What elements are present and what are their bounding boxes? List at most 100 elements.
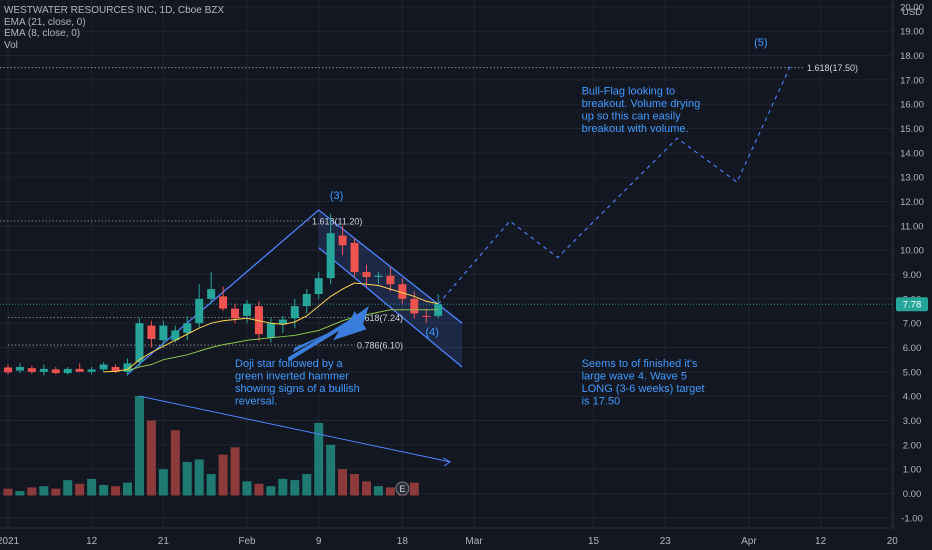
volume-bar <box>75 483 85 496</box>
candle-body <box>51 369 60 374</box>
candle-body <box>171 330 180 341</box>
volume-bar <box>290 480 300 496</box>
candle-body <box>314 278 323 294</box>
fib-level-label: 0.618(7.24) <box>357 313 403 323</box>
volume-bar <box>254 483 264 496</box>
volume-bar <box>146 420 156 496</box>
price-tick-label: 11.00 <box>900 221 923 232</box>
candle-body <box>147 325 156 339</box>
candle-body <box>195 298 204 324</box>
candle-body <box>4 367 12 373</box>
candle-body <box>302 293 311 307</box>
volume-bar <box>230 447 240 496</box>
flag-lower-line <box>318 247 463 368</box>
candle-body <box>266 323 275 338</box>
candle-body <box>386 275 395 285</box>
callout-arrowhead <box>346 306 369 332</box>
annotation-text: breakout with volume. <box>582 123 689 135</box>
candle-body <box>87 369 96 372</box>
volume-bar <box>15 491 25 496</box>
price-tick-label: 5.00 <box>903 367 922 378</box>
price-tick-label: 12.00 <box>900 197 924 208</box>
time-tick-label: 20 <box>887 536 899 547</box>
volume-bar <box>99 484 109 496</box>
time-tick-label: 12 <box>86 536 98 547</box>
price-tick-label: 4.00 <box>903 392 922 403</box>
volume-bar <box>51 488 61 496</box>
price-tick-label: 18.00 <box>900 51 924 62</box>
candle-body <box>75 368 84 372</box>
volume-bar <box>409 482 419 496</box>
indicator-ema8-label[interactable]: EMA (8, close, 0) <box>4 28 81 39</box>
candle-body <box>123 363 132 372</box>
indicator-ema21-label[interactable]: EMA (21, close, 0) <box>4 16 86 28</box>
price-tick-label: 14.00 <box>900 148 924 159</box>
symbol-title[interactable]: WESTWATER RESOURCES INC, 1D, Cboe BZX <box>4 5 225 16</box>
time-tick-label: 9 <box>316 536 322 547</box>
annotation-text: Seems to of finished it's <box>582 358 698 370</box>
candle-body <box>410 298 419 314</box>
volume-bar <box>63 480 73 496</box>
wave-label: (4) <box>425 326 438 338</box>
candle-body <box>111 366 120 372</box>
volume-bar <box>362 481 371 496</box>
volume-bar <box>206 474 216 496</box>
ema8-line <box>103 282 439 373</box>
price-tick-label: 10.00 <box>900 246 924 257</box>
volume-bar <box>278 478 288 496</box>
indicator-volume-label[interactable]: Vol <box>4 39 18 51</box>
candle-body <box>183 323 192 333</box>
volume-bar <box>3 488 13 496</box>
candle-body <box>15 366 24 371</box>
time-tick-label: 18 <box>397 536 409 547</box>
candle-body <box>326 233 335 279</box>
candle-body <box>422 315 431 317</box>
annotation-text: breakout. Volume drying <box>582 98 701 110</box>
price-tick-label: 19.00 <box>900 27 924 38</box>
annotation-text: Doji star followed by a <box>235 358 343 370</box>
candle-body <box>398 284 407 299</box>
candle-body <box>99 364 108 370</box>
annotation-text: Bull-Flag looking to <box>582 85 676 97</box>
candle-body <box>231 308 240 319</box>
volume-bar <box>218 454 228 496</box>
volume-bar <box>123 482 132 496</box>
price-tick-label: 1.00 <box>903 465 922 476</box>
last-price-label: 7.78 <box>903 300 922 311</box>
candle-body <box>338 235 347 246</box>
price-tick-label: 7.00 <box>903 319 922 330</box>
volume-bar <box>266 486 276 496</box>
time-tick-label: Mar <box>465 536 483 547</box>
candle-body <box>27 368 36 372</box>
candle-body <box>39 368 48 372</box>
wave-label: (5) <box>754 37 767 49</box>
price-tick-label: 13.00 <box>900 173 924 184</box>
time-tick-label: 12 <box>815 536 827 547</box>
volume-bar <box>338 469 348 496</box>
volume-bar <box>326 444 336 496</box>
fib-level-label: 1.618(11.20) <box>312 216 362 226</box>
candle-body <box>290 306 299 319</box>
price-tick-label: 17.00 <box>900 75 924 86</box>
candle-body <box>243 303 251 316</box>
annotation-text: reversal. <box>235 395 277 407</box>
chart-legend: WESTWATER RESOURCES INC, 1D, Cboe BZX EM… <box>4 5 224 51</box>
annotation-text: large wave 4. Wave 5 <box>582 370 687 382</box>
fib-level-label: 1.618(17.50) <box>807 63 858 73</box>
annotation-text: LONG (3-6 weeks) target <box>582 383 705 395</box>
price-tick-label: 16.00 <box>900 100 924 111</box>
volume-bar <box>158 469 168 496</box>
volume-bar <box>373 486 383 496</box>
time-tick-label: Feb <box>238 536 256 547</box>
volume-bar <box>350 474 360 496</box>
candle-body <box>254 306 263 335</box>
candle-body <box>135 323 144 363</box>
price-tick-label: 3.00 <box>903 416 922 427</box>
earnings-label: E <box>399 484 405 494</box>
annotation-text: green inverted hammer <box>235 370 349 382</box>
time-tick-label: 21 <box>158 536 170 547</box>
volume-bar <box>385 487 395 496</box>
candle-body <box>219 296 228 309</box>
